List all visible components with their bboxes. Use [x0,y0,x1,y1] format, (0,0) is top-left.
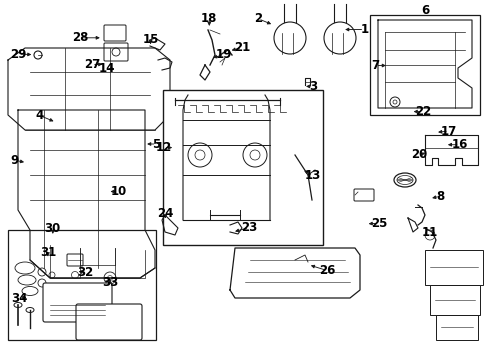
Text: 5: 5 [152,138,160,150]
Text: 18: 18 [201,12,217,25]
Text: 34: 34 [11,292,28,305]
Text: 2: 2 [254,12,262,25]
FancyBboxPatch shape [76,304,142,340]
Text: 3: 3 [308,80,316,93]
Text: 8: 8 [435,190,443,203]
Text: 23: 23 [241,221,257,234]
Text: 29: 29 [10,48,27,60]
FancyBboxPatch shape [104,43,128,61]
Bar [435,315,477,340]
FancyBboxPatch shape [67,254,83,266]
Text: 32: 32 [77,266,94,279]
Text: 12: 12 [155,141,172,154]
Text: 20: 20 [410,148,427,161]
Text: 1: 1 [360,23,367,36]
Text: 14: 14 [98,62,115,75]
Text: 26: 26 [319,264,335,277]
Text: 22: 22 [414,105,430,118]
Text: 7: 7 [371,59,379,72]
Text: 15: 15 [142,33,159,46]
Text: 19: 19 [215,48,232,61]
Bar [163,90,323,245]
FancyBboxPatch shape [353,189,373,201]
Bar [8,230,156,340]
Bar [429,285,479,315]
Text: 28: 28 [72,31,89,44]
Text: 25: 25 [370,217,386,230]
Text: 6: 6 [421,4,428,17]
Text: 11: 11 [420,226,437,239]
Text: 16: 16 [450,138,467,151]
Text: 21: 21 [233,41,250,54]
Text: 10: 10 [110,185,126,198]
Text: 33: 33 [102,276,118,289]
FancyBboxPatch shape [43,283,112,322]
Bar [369,15,479,115]
Text: 24: 24 [157,207,173,220]
Text: 30: 30 [44,222,61,235]
Text: 31: 31 [40,246,56,259]
Text: 9: 9 [11,154,19,167]
Text: 4: 4 [35,109,43,122]
Text: 13: 13 [304,169,321,182]
Bar [424,250,482,285]
Text: 27: 27 [83,58,100,71]
FancyBboxPatch shape [104,25,126,41]
Text: 17: 17 [440,125,456,138]
